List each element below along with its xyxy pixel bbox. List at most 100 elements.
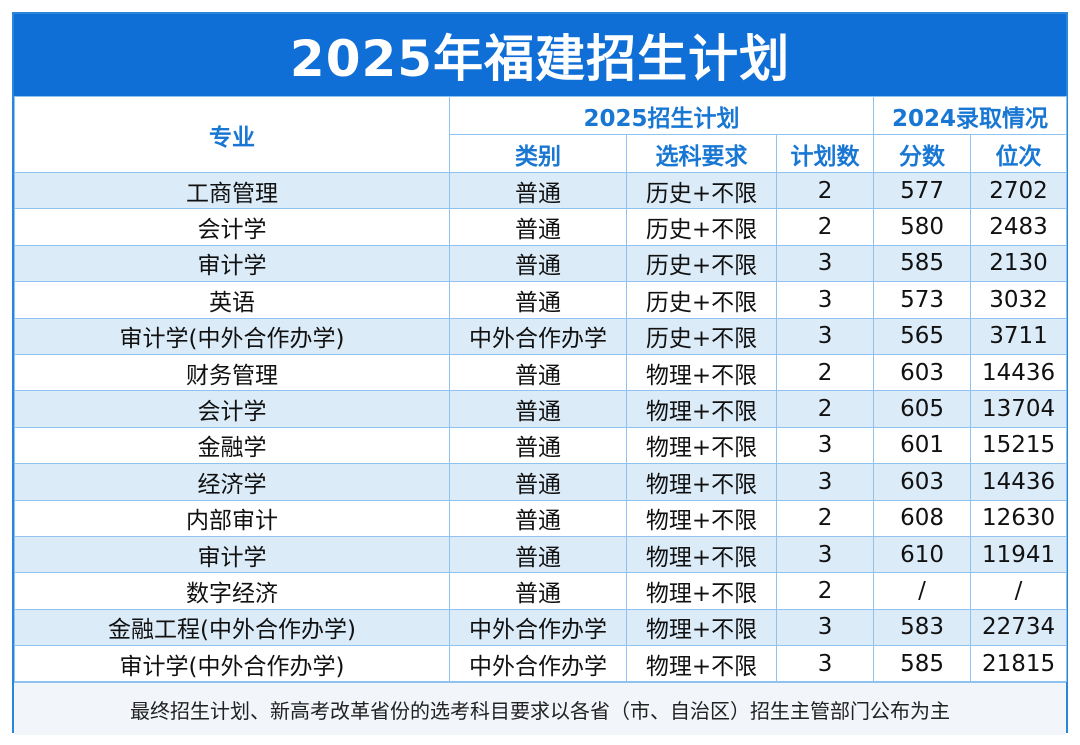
cell-plan-count: 3	[775, 608, 875, 647]
cell-score: 577	[873, 171, 972, 210]
cell-plan-count: 2	[775, 353, 875, 392]
table-row: 审计学 普通 历史+不限 3 585 2130	[14, 244, 1068, 283]
cell-score: 610	[873, 535, 972, 574]
cell-score: 585	[873, 244, 972, 283]
cell-rank: 2702	[970, 171, 1068, 210]
cell-type: 中外合作办学	[449, 645, 627, 683]
cell-major: 金融学	[14, 426, 450, 465]
cell-score: 580	[873, 208, 972, 246]
cell-subjects: 历史+不限	[626, 317, 777, 355]
cell-score: 603	[873, 353, 972, 392]
header-major: 专业	[14, 96, 450, 173]
cell-plan-count: 2	[775, 171, 875, 210]
cell-score: 605	[873, 390, 972, 428]
cell-subjects: 物理+不限	[626, 645, 777, 683]
cell-score: 573	[873, 281, 972, 319]
admission-table: 专业 2025招生计划 2024录取情况 类别 选科要求 计划数 分数 位次 工…	[14, 96, 1068, 683]
table-row: 数字经济 普通 物理+不限 2//	[14, 572, 1068, 610]
cell-major: 审计学	[14, 244, 450, 283]
cell-major: 工商管理	[14, 171, 450, 210]
cell-score: 603	[873, 463, 972, 501]
cell-rank: 13704	[970, 390, 1068, 428]
cell-subjects: 历史+不限	[626, 171, 777, 210]
cell-subjects: 物理+不限	[626, 353, 777, 392]
cell-major: 数字经济	[14, 572, 450, 610]
cell-subjects: 物理+不限	[626, 572, 777, 610]
cell-type: 普通	[449, 281, 627, 319]
cell-plan-count: 3	[775, 244, 875, 283]
cell-score: 585	[873, 645, 972, 683]
cell-rank: 12630	[970, 499, 1068, 537]
cell-rank: /	[970, 572, 1068, 610]
table-row: 会计学 普通 物理+不限 2 605 13704	[14, 390, 1068, 428]
cell-score: /	[873, 572, 972, 610]
cell-plan-count: 3	[775, 463, 875, 501]
table-row: 英语 普通 历史+不限 3 573 3032	[14, 281, 1068, 319]
cell-plan-count: 2	[775, 208, 875, 246]
cell-subjects: 物理+不限	[626, 499, 777, 537]
cell-type: 普通	[449, 208, 627, 246]
table-row: 审计学(中外合作办学) 中外合作办学 历史+不限 3 565 3711	[14, 317, 1068, 355]
cell-plan-count: 2	[775, 572, 875, 610]
cell-rank: 3032	[970, 281, 1068, 319]
cell-major: 金融工程(中外合作办学)	[14, 608, 450, 647]
cell-type: 普通	[449, 353, 627, 392]
table-row: 工商管理 普通 历史+不限 2 577 2702	[14, 171, 1068, 210]
table-body: 工商管理 普通 历史+不限 2 577 2702 会计学 普通 历史+不限 2 580 2483 审计学…	[14, 171, 1068, 683]
cell-rank: 14436	[970, 463, 1068, 501]
cell-rank: 2130	[970, 244, 1068, 283]
cell-major: 会计学	[14, 208, 450, 246]
cell-major: 会计学	[14, 390, 450, 428]
cell-major: 财务管理	[14, 353, 450, 392]
header-subjects: 选科要求	[626, 134, 777, 173]
cell-subjects: 历史+不限	[626, 244, 777, 283]
cell-subjects: 物理+不限	[626, 608, 777, 647]
cell-plan-count: 2	[775, 390, 875, 428]
cell-type: 中外合作办学	[449, 317, 627, 355]
cell-plan-count: 3	[775, 317, 875, 355]
cell-major: 英语	[14, 281, 450, 319]
table-row: 审计学 普通 物理+不限 3 610 11941	[14, 535, 1068, 574]
table-row: 金融工程(中外合作办学) 中外合作办学 物理+不限 3 583 22734	[14, 608, 1068, 647]
cell-score: 565	[873, 317, 972, 355]
cell-major: 经济学	[14, 463, 450, 501]
cell-rank: 11941	[970, 535, 1068, 574]
header-row-columns: 类别 选科要求 计划数 分数 位次	[15, 134, 1068, 173]
cell-subjects: 物理+不限	[626, 390, 777, 428]
cell-rank: 2483	[970, 208, 1068, 246]
cell-score: 601	[873, 426, 972, 465]
cell-type: 普通	[449, 390, 627, 428]
table-row: 财务管理 普通 物理+不限 2 603 14436	[14, 353, 1068, 392]
cell-subjects: 历史+不限	[626, 281, 777, 319]
cell-plan-count: 3	[775, 645, 875, 683]
cell-type: 普通	[449, 244, 627, 283]
cell-subjects: 物理+不限	[626, 535, 777, 574]
cell-plan-count: 2	[775, 499, 875, 537]
header-plan-group: 2025招生计划	[448, 96, 875, 135]
cell-score: 583	[873, 608, 972, 647]
table-row: 会计学 普通 历史+不限 2 580 2483	[14, 208, 1068, 246]
cell-plan-count: 3	[775, 281, 875, 319]
cell-major: 审计学(中外合作办学)	[14, 317, 450, 355]
footnote: 最终招生计划、新高考改革省份的选考科目要求以各省（市、自治区）招生主管部门公布为…	[14, 682, 1066, 736]
table-row: 金融学 普通 物理+不限 3 601 15215	[14, 426, 1068, 465]
cell-subjects: 物理+不限	[626, 426, 777, 465]
cell-subjects: 物理+不限	[626, 463, 777, 501]
cell-type: 普通	[449, 499, 627, 537]
cell-type: 普通	[449, 535, 627, 574]
cell-subjects: 历史+不限	[626, 208, 777, 246]
cell-type: 普通	[449, 463, 627, 501]
table-row: 审计学(中外合作办学) 中外合作办学 物理+不限 3 585 21815	[14, 645, 1068, 683]
table-row: 内部审计 普通 物理+不限 2 608 12630	[14, 499, 1068, 537]
page-title: 2025年福建招生计划	[14, 14, 1066, 96]
cell-type: 普通	[449, 572, 627, 610]
header-row-group: 专业 2025招生计划 2024录取情况	[14, 96, 1068, 173]
cell-plan-count: 3	[775, 535, 875, 574]
header-rank: 位次	[970, 134, 1068, 173]
header-score: 分数	[873, 134, 972, 173]
cell-major: 审计学(中外合作办学)	[14, 645, 450, 683]
cell-major: 审计学	[14, 535, 450, 574]
cell-rank: 3711	[970, 317, 1068, 355]
cell-score: 608	[873, 499, 972, 537]
cell-rank: 21815	[970, 645, 1068, 683]
